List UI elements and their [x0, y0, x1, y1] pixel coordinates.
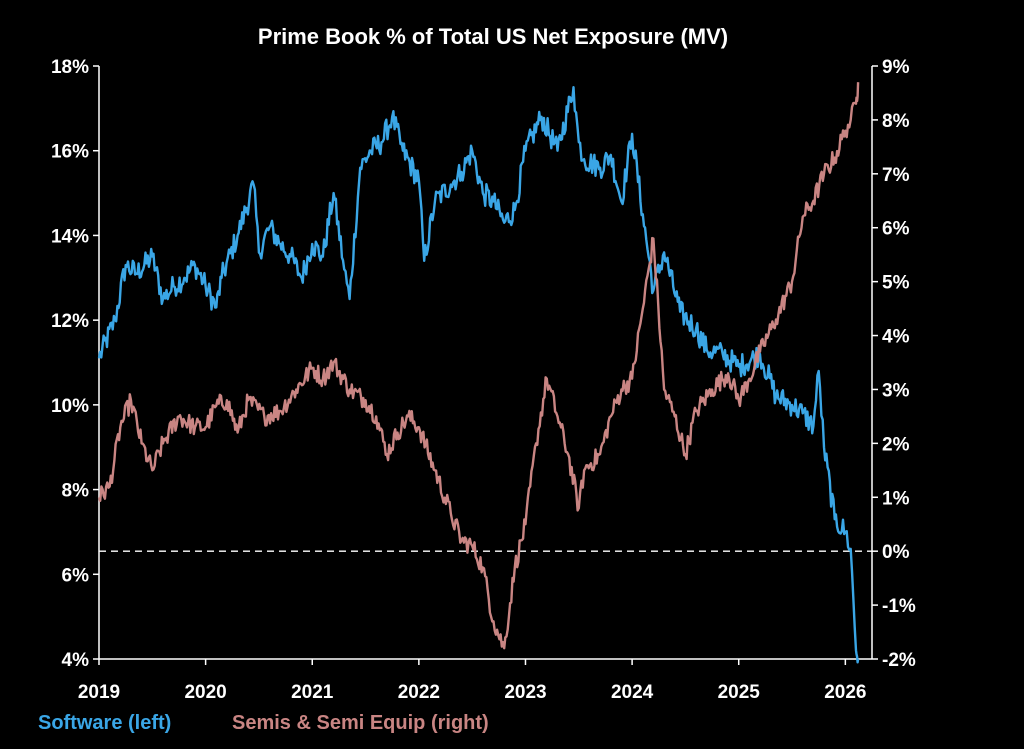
left-tick-label: 16%	[51, 142, 89, 163]
x-tick-label: 2024	[611, 682, 654, 703]
right-tick-label: 4%	[882, 327, 910, 348]
left-axis-ticks: 4% 6% 8% 10% 12% 14% 16% 18%	[51, 57, 99, 671]
x-tick-label: 2023	[504, 682, 546, 703]
left-tick-label: 4%	[62, 650, 90, 671]
left-tick-label: 14%	[51, 226, 89, 247]
right-tick-label: 0%	[882, 542, 910, 563]
x-tick-label: 2021	[291, 682, 334, 703]
chart-title: Prime Book % of Total US Net Exposure (M…	[258, 24, 728, 49]
right-tick-label: -1%	[882, 596, 916, 617]
right-tick-label: 8%	[882, 111, 910, 132]
right-tick-label: 5%	[882, 273, 910, 294]
right-tick-label: 2%	[882, 434, 910, 455]
x-axis-ticks: 2019 2020 2021 2022 2023 2024 2025 2026	[78, 659, 866, 703]
right-tick-label: -2%	[882, 650, 916, 671]
right-tick-label: 3%	[882, 380, 910, 401]
x-tick-label: 2022	[398, 682, 440, 703]
left-tick-label: 10%	[51, 396, 89, 417]
left-tick-label: 6%	[62, 565, 90, 586]
legend-semis: Semis & Semi Equip (right)	[232, 712, 489, 734]
series-semis-line	[97, 82, 860, 650]
plot-area: 4% 6% 8% 10% 12% 14% 16% 18% -2% -1% 0% 1% 2% 3% 4% 5%…	[51, 57, 916, 703]
series-layer	[97, 82, 860, 664]
right-tick-label: 7%	[882, 165, 910, 186]
left-tick-label: 8%	[62, 481, 90, 502]
series-software-line	[97, 85, 860, 664]
x-tick-label: 2020	[184, 682, 226, 703]
right-tick-label: 6%	[882, 219, 910, 240]
x-tick-label: 2019	[78, 682, 120, 703]
x-tick-label: 2026	[824, 682, 866, 703]
x-tick-label: 2025	[718, 682, 761, 703]
right-tick-label: 9%	[882, 57, 910, 78]
right-axis-ticks: -2% -1% 0% 1% 2% 3% 4% 5% 6% 7% 8% 9%	[872, 57, 916, 671]
left-tick-label: 12%	[51, 311, 89, 332]
legend-software: Software (left)	[38, 712, 171, 734]
left-tick-label: 18%	[51, 57, 89, 78]
right-tick-label: 1%	[882, 488, 910, 509]
